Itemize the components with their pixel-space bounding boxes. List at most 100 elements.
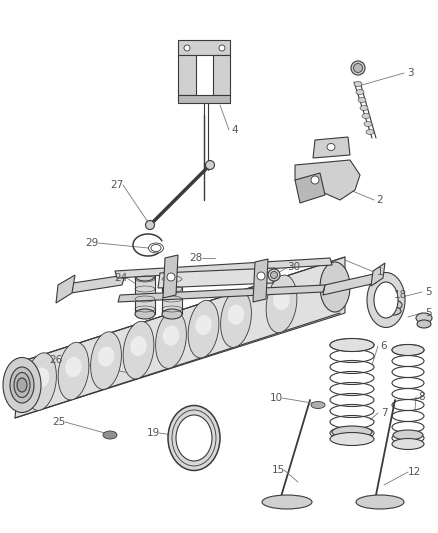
Ellipse shape: [228, 304, 244, 325]
Polygon shape: [115, 258, 332, 278]
Text: 24: 24: [114, 273, 127, 283]
Text: 28: 28: [189, 253, 203, 263]
Polygon shape: [295, 160, 360, 200]
Ellipse shape: [353, 63, 363, 72]
Text: 25: 25: [53, 417, 66, 427]
Ellipse shape: [356, 495, 404, 509]
Ellipse shape: [392, 439, 424, 449]
Ellipse shape: [219, 45, 225, 51]
Polygon shape: [178, 40, 230, 55]
Text: 7: 7: [381, 408, 387, 418]
Polygon shape: [163, 255, 178, 298]
Ellipse shape: [188, 300, 219, 358]
Polygon shape: [15, 257, 345, 418]
Polygon shape: [178, 95, 230, 103]
Ellipse shape: [392, 344, 424, 356]
Ellipse shape: [155, 311, 187, 368]
Ellipse shape: [416, 313, 432, 323]
Polygon shape: [313, 137, 350, 158]
Text: 12: 12: [407, 467, 420, 477]
Ellipse shape: [17, 378, 27, 392]
Ellipse shape: [135, 271, 155, 281]
Ellipse shape: [273, 290, 290, 310]
Text: 30: 30: [287, 262, 300, 272]
Ellipse shape: [162, 326, 179, 346]
Ellipse shape: [330, 432, 374, 446]
Ellipse shape: [184, 45, 190, 51]
Ellipse shape: [387, 307, 401, 315]
Ellipse shape: [91, 332, 121, 390]
Ellipse shape: [356, 90, 364, 94]
Polygon shape: [158, 268, 275, 288]
Ellipse shape: [364, 122, 372, 126]
Ellipse shape: [65, 357, 82, 377]
Polygon shape: [56, 275, 75, 303]
Ellipse shape: [148, 243, 163, 253]
Ellipse shape: [168, 406, 220, 471]
Text: 27: 27: [110, 180, 124, 190]
Text: 4: 4: [232, 125, 238, 135]
Ellipse shape: [330, 338, 374, 351]
Ellipse shape: [145, 221, 155, 230]
Ellipse shape: [3, 358, 41, 413]
Ellipse shape: [386, 300, 402, 310]
Polygon shape: [371, 263, 385, 286]
Ellipse shape: [354, 82, 362, 86]
Ellipse shape: [332, 426, 372, 438]
Text: 15: 15: [272, 465, 285, 475]
Text: 6: 6: [381, 341, 387, 351]
Ellipse shape: [358, 98, 366, 102]
Ellipse shape: [103, 431, 117, 439]
Polygon shape: [295, 173, 325, 203]
Text: 8: 8: [419, 392, 425, 402]
Text: 29: 29: [85, 238, 99, 248]
Ellipse shape: [130, 336, 147, 356]
Ellipse shape: [257, 272, 265, 280]
Text: 2: 2: [377, 195, 383, 205]
Ellipse shape: [58, 342, 89, 400]
Ellipse shape: [221, 290, 251, 348]
Polygon shape: [323, 273, 378, 295]
Ellipse shape: [25, 353, 57, 410]
Ellipse shape: [262, 495, 312, 509]
Ellipse shape: [135, 309, 155, 319]
Ellipse shape: [266, 275, 297, 333]
Text: 1: 1: [377, 267, 383, 277]
Text: 18: 18: [393, 290, 406, 300]
Text: 10: 10: [269, 393, 283, 403]
Ellipse shape: [367, 272, 405, 327]
Ellipse shape: [360, 106, 368, 110]
Ellipse shape: [268, 269, 280, 281]
Ellipse shape: [10, 367, 34, 403]
Polygon shape: [135, 276, 155, 314]
Ellipse shape: [351, 61, 365, 75]
Ellipse shape: [271, 271, 278, 279]
Polygon shape: [213, 55, 230, 95]
Ellipse shape: [98, 346, 114, 367]
Ellipse shape: [123, 321, 154, 379]
Ellipse shape: [205, 160, 215, 169]
Ellipse shape: [374, 282, 398, 318]
Polygon shape: [118, 285, 325, 302]
Text: 5: 5: [425, 308, 431, 318]
Polygon shape: [58, 275, 125, 295]
Ellipse shape: [311, 176, 319, 184]
Polygon shape: [178, 55, 196, 95]
Ellipse shape: [366, 130, 374, 134]
Ellipse shape: [320, 262, 350, 312]
Ellipse shape: [162, 309, 182, 319]
Text: 19: 19: [146, 428, 159, 438]
Ellipse shape: [162, 271, 182, 281]
Ellipse shape: [167, 273, 175, 281]
Text: 3: 3: [407, 68, 413, 78]
Ellipse shape: [33, 367, 49, 387]
Polygon shape: [162, 276, 182, 314]
Text: 5: 5: [425, 287, 431, 297]
Ellipse shape: [176, 415, 212, 461]
Ellipse shape: [327, 143, 335, 150]
Ellipse shape: [311, 401, 325, 408]
Ellipse shape: [362, 114, 370, 118]
Ellipse shape: [393, 430, 423, 440]
Polygon shape: [253, 259, 268, 302]
Text: 26: 26: [49, 355, 63, 365]
